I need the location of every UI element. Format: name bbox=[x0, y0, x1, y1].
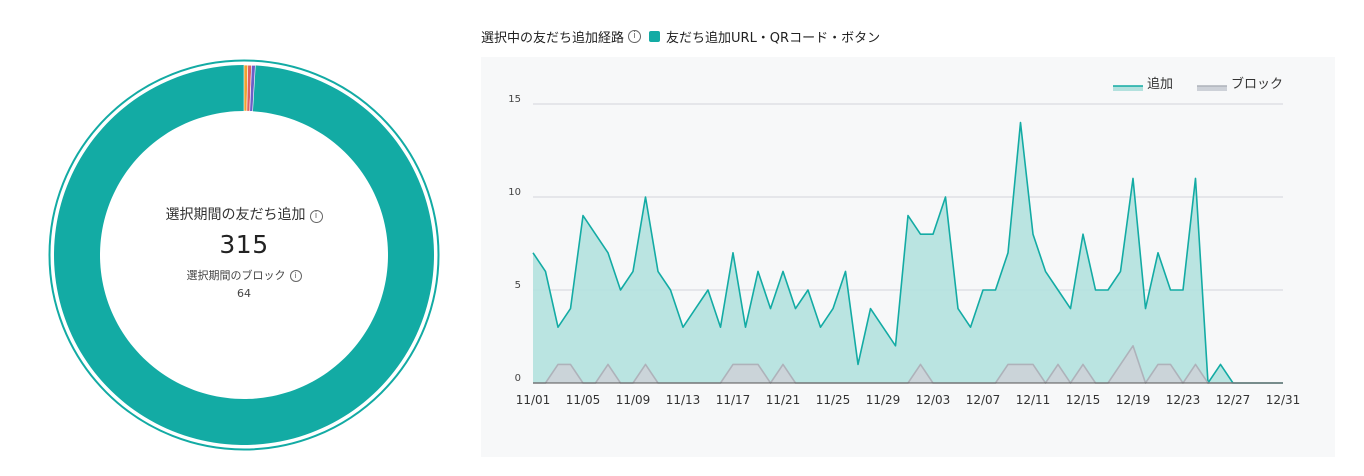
y-tick-label: 10 bbox=[508, 187, 521, 198]
y-tick-label: 5 bbox=[515, 280, 521, 291]
donut-svg bbox=[48, 59, 440, 451]
x-tick-label: 12/27 bbox=[1216, 393, 1251, 407]
y-tick-label: 0 bbox=[515, 373, 521, 384]
legend-swatch-block bbox=[1197, 86, 1227, 91]
x-tick-label: 11/13 bbox=[666, 393, 701, 407]
x-tick-label: 11/05 bbox=[566, 393, 601, 407]
x-tick-label: 11/01 bbox=[516, 393, 551, 407]
chart-header-title: 選択中の友だち追加経路 bbox=[481, 31, 625, 46]
donut-chart: 選択期間の友だち追加 i 315 選択期間のブロック i 64 bbox=[48, 59, 440, 451]
donut-title: 選択期間の友だち追加 i bbox=[166, 204, 323, 224]
info-icon[interactable]: i bbox=[628, 30, 642, 43]
route-color-swatch bbox=[649, 31, 661, 42]
chart-header: 選択中の友だち追加経路 i 友だち追加URL・QRコード・ボタン bbox=[481, 27, 880, 46]
legend-swatch-add bbox=[1113, 86, 1143, 91]
x-tick-label: 12/07 bbox=[966, 393, 1001, 407]
x-tick-label: 11/25 bbox=[816, 393, 851, 407]
legend-label-block[interactable]: ブロック bbox=[1231, 76, 1283, 92]
x-tick-label: 12/23 bbox=[1166, 393, 1201, 407]
info-icon[interactable]: i bbox=[309, 210, 323, 223]
x-tick-label: 12/11 bbox=[1016, 393, 1051, 407]
x-tick-label: 11/09 bbox=[616, 393, 651, 407]
x-tick-label: 12/15 bbox=[1066, 393, 1101, 407]
donut-block-label: 選択期間のブロック i bbox=[187, 267, 302, 283]
x-tick-label: 11/29 bbox=[866, 393, 901, 407]
route-label: 友だち追加URL・QRコード・ボタン bbox=[666, 31, 881, 46]
donut-outer-ring bbox=[48, 59, 440, 451]
x-tick-label: 11/17 bbox=[716, 393, 751, 407]
line-chart-panel: 0 5 10 15 11/01 11/05 11/09 11/13 11/17 11/21 11/2… bbox=[481, 57, 1335, 457]
donut-center: 選択期間の友だち追加 i 315 選択期間のブロック i 64 bbox=[48, 59, 440, 451]
block-series-area bbox=[533, 345, 1283, 383]
legend: 追加 ブロック bbox=[1113, 76, 1283, 92]
donut-block-value: 64 bbox=[237, 287, 251, 300]
donut-total: 315 bbox=[219, 230, 269, 259]
add-series-area bbox=[533, 122, 1283, 383]
x-tick-label: 12/19 bbox=[1116, 393, 1151, 407]
line-chart-svg: 0 5 10 15 11/01 11/05 11/09 11/13 11/17 11/21 11/2… bbox=[508, 76, 1301, 407]
legend-label-add[interactable]: 追加 bbox=[1147, 76, 1173, 92]
x-tick-label: 12/03 bbox=[916, 393, 951, 407]
y-tick-label: 15 bbox=[508, 94, 521, 105]
info-icon[interactable]: i bbox=[289, 270, 302, 282]
donut-slice[interactable] bbox=[249, 64, 256, 112]
x-tick-label: 12/31 bbox=[1266, 393, 1301, 407]
x-tick-label: 11/21 bbox=[766, 393, 801, 407]
